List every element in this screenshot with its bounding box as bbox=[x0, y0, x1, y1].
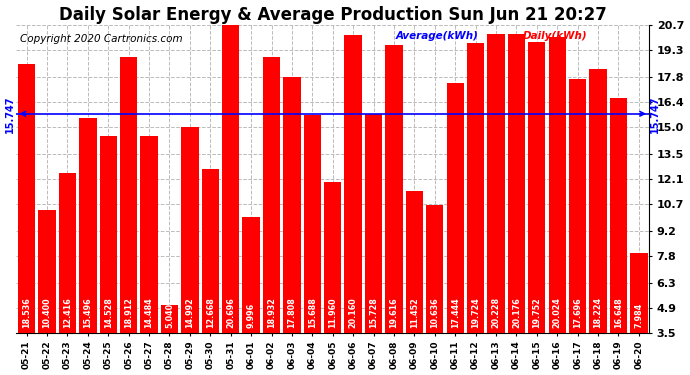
Text: 11.960: 11.960 bbox=[328, 297, 337, 328]
Text: 18.912: 18.912 bbox=[124, 297, 133, 328]
Bar bbox=[263, 57, 280, 333]
Text: 14.992: 14.992 bbox=[186, 297, 195, 328]
Bar bbox=[99, 136, 117, 333]
Bar bbox=[549, 37, 566, 333]
Text: 11.452: 11.452 bbox=[410, 297, 419, 328]
Bar bbox=[385, 45, 403, 333]
Bar bbox=[59, 173, 76, 333]
Text: 15.496: 15.496 bbox=[83, 297, 92, 328]
Bar bbox=[242, 217, 259, 333]
Text: 20.160: 20.160 bbox=[348, 297, 357, 328]
Bar bbox=[79, 118, 97, 333]
Text: 17.808: 17.808 bbox=[288, 297, 297, 328]
Text: 10.636: 10.636 bbox=[431, 297, 440, 328]
Text: 14.484: 14.484 bbox=[145, 297, 154, 328]
Text: 19.724: 19.724 bbox=[471, 297, 480, 328]
Text: 18.224: 18.224 bbox=[593, 297, 602, 328]
Text: Daily(kWh): Daily(kWh) bbox=[522, 31, 587, 41]
Text: 19.752: 19.752 bbox=[532, 297, 542, 328]
Bar bbox=[324, 182, 342, 333]
Bar bbox=[140, 136, 158, 333]
Text: 18.932: 18.932 bbox=[267, 297, 276, 328]
Text: 20.228: 20.228 bbox=[491, 297, 500, 328]
Bar bbox=[284, 77, 301, 333]
Text: 20.176: 20.176 bbox=[512, 297, 521, 328]
Bar bbox=[467, 43, 484, 333]
Text: 12.416: 12.416 bbox=[63, 297, 72, 328]
Text: 15.747: 15.747 bbox=[650, 95, 660, 132]
Text: 20.024: 20.024 bbox=[553, 297, 562, 328]
Text: 19.616: 19.616 bbox=[389, 297, 398, 328]
Bar bbox=[630, 253, 647, 333]
Title: Daily Solar Energy & Average Production Sun Jun 21 20:27: Daily Solar Energy & Average Production … bbox=[59, 6, 607, 24]
Text: 10.400: 10.400 bbox=[43, 297, 52, 328]
Bar bbox=[304, 115, 321, 333]
Bar bbox=[487, 33, 504, 333]
Text: 14.528: 14.528 bbox=[104, 297, 112, 328]
Bar bbox=[181, 127, 199, 333]
Bar bbox=[344, 35, 362, 333]
Bar bbox=[426, 205, 444, 333]
Text: 5.040: 5.040 bbox=[165, 303, 174, 328]
Text: 17.444: 17.444 bbox=[451, 297, 460, 328]
Bar bbox=[406, 190, 423, 333]
Text: Average(kWh): Average(kWh) bbox=[396, 31, 479, 41]
Text: 18.536: 18.536 bbox=[22, 297, 31, 328]
Bar bbox=[222, 25, 239, 333]
Text: 12.668: 12.668 bbox=[206, 297, 215, 328]
Text: 16.648: 16.648 bbox=[614, 297, 623, 328]
Bar bbox=[446, 83, 464, 333]
Text: 9.996: 9.996 bbox=[246, 303, 255, 328]
Text: 7.984: 7.984 bbox=[634, 302, 643, 328]
Bar bbox=[610, 98, 627, 333]
Text: 15.747: 15.747 bbox=[6, 95, 15, 132]
Text: 15.728: 15.728 bbox=[369, 297, 378, 328]
Bar bbox=[161, 306, 178, 333]
Bar bbox=[528, 42, 546, 333]
Bar bbox=[120, 57, 137, 333]
Bar bbox=[18, 64, 35, 333]
Text: Copyright 2020 Cartronics.com: Copyright 2020 Cartronics.com bbox=[19, 34, 182, 44]
Bar bbox=[569, 79, 586, 333]
Bar bbox=[201, 169, 219, 333]
Bar bbox=[365, 114, 382, 333]
Text: 17.696: 17.696 bbox=[573, 297, 582, 328]
Text: 15.688: 15.688 bbox=[308, 297, 317, 328]
Text: 20.696: 20.696 bbox=[226, 297, 235, 328]
Bar bbox=[508, 34, 525, 333]
Bar bbox=[589, 69, 607, 333]
Bar bbox=[39, 210, 56, 333]
